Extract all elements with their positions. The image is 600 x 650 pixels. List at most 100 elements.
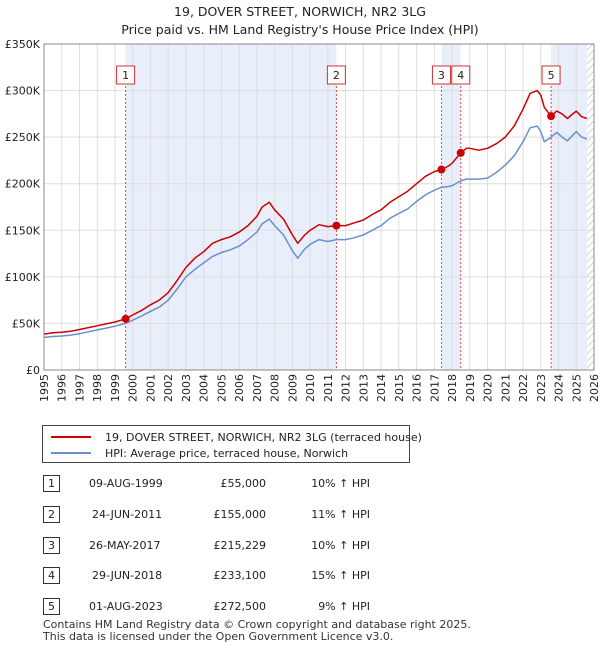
legend: 19, DOVER STREET, NORWICH, NR2 3LG (terr… <box>42 425 422 463</box>
x-tick-label: 2025 <box>570 374 583 402</box>
sale-price: £233,100 <box>213 569 267 582</box>
sale-point-5 <box>547 112 556 121</box>
sale-label-5: 5 <box>548 69 555 82</box>
x-tick-label: 2004 <box>198 374 211 402</box>
x-tick-label: 2015 <box>393 374 406 402</box>
sale-date: 29-JUN-2018 <box>92 569 163 582</box>
x-tick-label: 1998 <box>91 374 104 402</box>
x-tick-label: 2005 <box>215 374 228 402</box>
y-tick-label: £250K <box>5 131 41 144</box>
chart-title: 19, DOVER STREET, NORWICH, NR2 3LG <box>174 4 426 19</box>
x-tick-label: 2001 <box>144 374 157 402</box>
copyright-text: Contains HM Land Registry data © Crown c… <box>43 618 471 631</box>
y-tick-label: £0 <box>26 364 40 377</box>
sale-point-3 <box>437 165 446 174</box>
x-tick-label: 2021 <box>499 374 512 402</box>
plot-area: 1 2 3 4 5 £0 £50K £100K £150K £200K £250K £300K £350… <box>5 38 600 402</box>
sale-badge: 2 <box>43 506 60 523</box>
sale-hpi: 9% ↑ HPI <box>318 600 370 613</box>
shaded-range-1 <box>125 44 337 370</box>
x-tick-label: 2016 <box>411 374 424 402</box>
y-tick-label: £100K <box>5 271 41 284</box>
x-tick-label: 2014 <box>375 374 388 402</box>
sale-label-box-4 <box>451 65 471 85</box>
x-tick-label: 2006 <box>233 374 246 402</box>
legend-swatch-property <box>51 436 91 438</box>
license-text: This data is licensed under the Open Gov… <box>43 630 394 643</box>
x-tick-label: 2018 <box>446 374 459 402</box>
table-row: 3 26-MAY-2017 £215,229 10% ↑ HPI <box>0 537 600 557</box>
sale-badge: 5 <box>43 598 60 615</box>
x-tick-label: 1997 <box>73 374 86 402</box>
sale-price: £272,500 <box>213 600 267 613</box>
sale-badge: 4 <box>43 567 60 584</box>
x-tick-label: 1996 <box>56 374 69 402</box>
sale-date: 01-AUG-2023 <box>89 600 163 613</box>
x-tick-label: 2017 <box>428 374 441 402</box>
sale-hpi: 11% ↑ HPI <box>311 508 370 521</box>
sale-price: £215,229 <box>213 539 267 552</box>
x-tick-label: 2020 <box>482 374 495 402</box>
table-row: 2 24-JUN-2011 £155,000 11% ↑ HPI <box>0 506 600 526</box>
x-tick-label: 2009 <box>286 374 299 402</box>
x-tick-label: 2000 <box>127 374 140 402</box>
x-tick-label: 2023 <box>535 374 548 402</box>
sale-date: 24-JUN-2011 <box>92 508 163 521</box>
sale-price: £155,000 <box>213 508 267 521</box>
shaded-range-2 <box>441 44 461 370</box>
sale-label-2: 2 <box>333 69 340 82</box>
legend-label-hpi: HPI: Average price, terraced house, Norw… <box>105 446 349 460</box>
sale-hpi: 15% ↑ HPI <box>311 569 370 582</box>
y-tick-label: £300K <box>5 85 41 98</box>
chart-subtitle: Price paid vs. HM Land Registry's House … <box>121 22 478 37</box>
sale-label-box-3 <box>431 65 451 85</box>
x-tick-label: 2010 <box>304 374 317 402</box>
legend-item-hpi: HPI: Average price, terraced house, Norw… <box>51 445 348 461</box>
sale-hpi: 10% ↑ HPI <box>311 539 370 552</box>
legend-swatch-hpi <box>51 452 91 454</box>
x-tick-label: 2011 <box>322 374 335 402</box>
x-tick-label: 2024 <box>553 374 566 402</box>
legend-label-property: 19, DOVER STREET, NORWICH, NR2 3LG (terr… <box>105 430 422 444</box>
sale-badge: 1 <box>43 475 60 492</box>
x-tick-label: 1995 <box>38 374 51 402</box>
sale-point-1 <box>121 314 130 323</box>
y-tick-label: £350K <box>5 38 41 51</box>
y-tick-label: £150K <box>5 224 41 237</box>
sale-hpi: 10% ↑ HPI <box>311 477 370 490</box>
hpi-line <box>43 125 588 339</box>
sale-price: £55,000 <box>220 477 267 490</box>
sale-label-4: 4 <box>457 69 464 82</box>
table-row: 5 01-AUG-2023 £272,500 9% ↑ HPI <box>0 598 600 618</box>
table-row: 4 29-JUN-2018 £233,100 15% ↑ HPI <box>0 567 600 587</box>
x-tick-label: 2013 <box>357 374 370 402</box>
x-tick-label: 2026 <box>588 374 600 402</box>
table-row: 1 09-AUG-1999 £55,000 10% ↑ HPI <box>0 475 600 495</box>
shaded-range-3 <box>551 44 587 370</box>
y-tick-label: £50K <box>12 317 41 330</box>
x-tick-label: 2012 <box>340 374 353 402</box>
x-tick-label: 2002 <box>162 374 175 402</box>
sale-badge: 3 <box>43 537 60 554</box>
legend-item-property: 19, DOVER STREET, NORWICH, NR2 3LG (terr… <box>51 429 422 445</box>
price-chart: 19, DOVER STREET, NORWICH, NR2 3LG Price… <box>5 4 600 402</box>
x-tick-label: 2022 <box>517 374 530 402</box>
x-tick-label: 2003 <box>180 374 193 402</box>
sale-label-3: 3 <box>438 69 445 82</box>
x-tick-label: 1999 <box>109 374 122 402</box>
footer: Contains HM Land Registry data © Crown c… <box>43 619 471 643</box>
plot-frame <box>43 43 595 371</box>
sale-label-1: 1 <box>122 69 129 82</box>
x-tick-label: 2019 <box>464 374 477 402</box>
sale-date: 26-MAY-2017 <box>89 539 161 552</box>
sale-point-4 <box>456 148 465 157</box>
x-tick-label: 2007 <box>251 374 264 402</box>
sale-label-box-5 <box>541 65 561 85</box>
x-tick-label: 2008 <box>269 374 282 402</box>
y-tick-label: £200K <box>5 178 41 191</box>
sale-date: 09-AUG-1999 <box>89 477 163 490</box>
forecast-hatch <box>586 44 594 370</box>
sale-point-2 <box>332 221 341 230</box>
sale-label-box-1 <box>116 65 136 85</box>
sale-label-box-2 <box>326 65 346 85</box>
